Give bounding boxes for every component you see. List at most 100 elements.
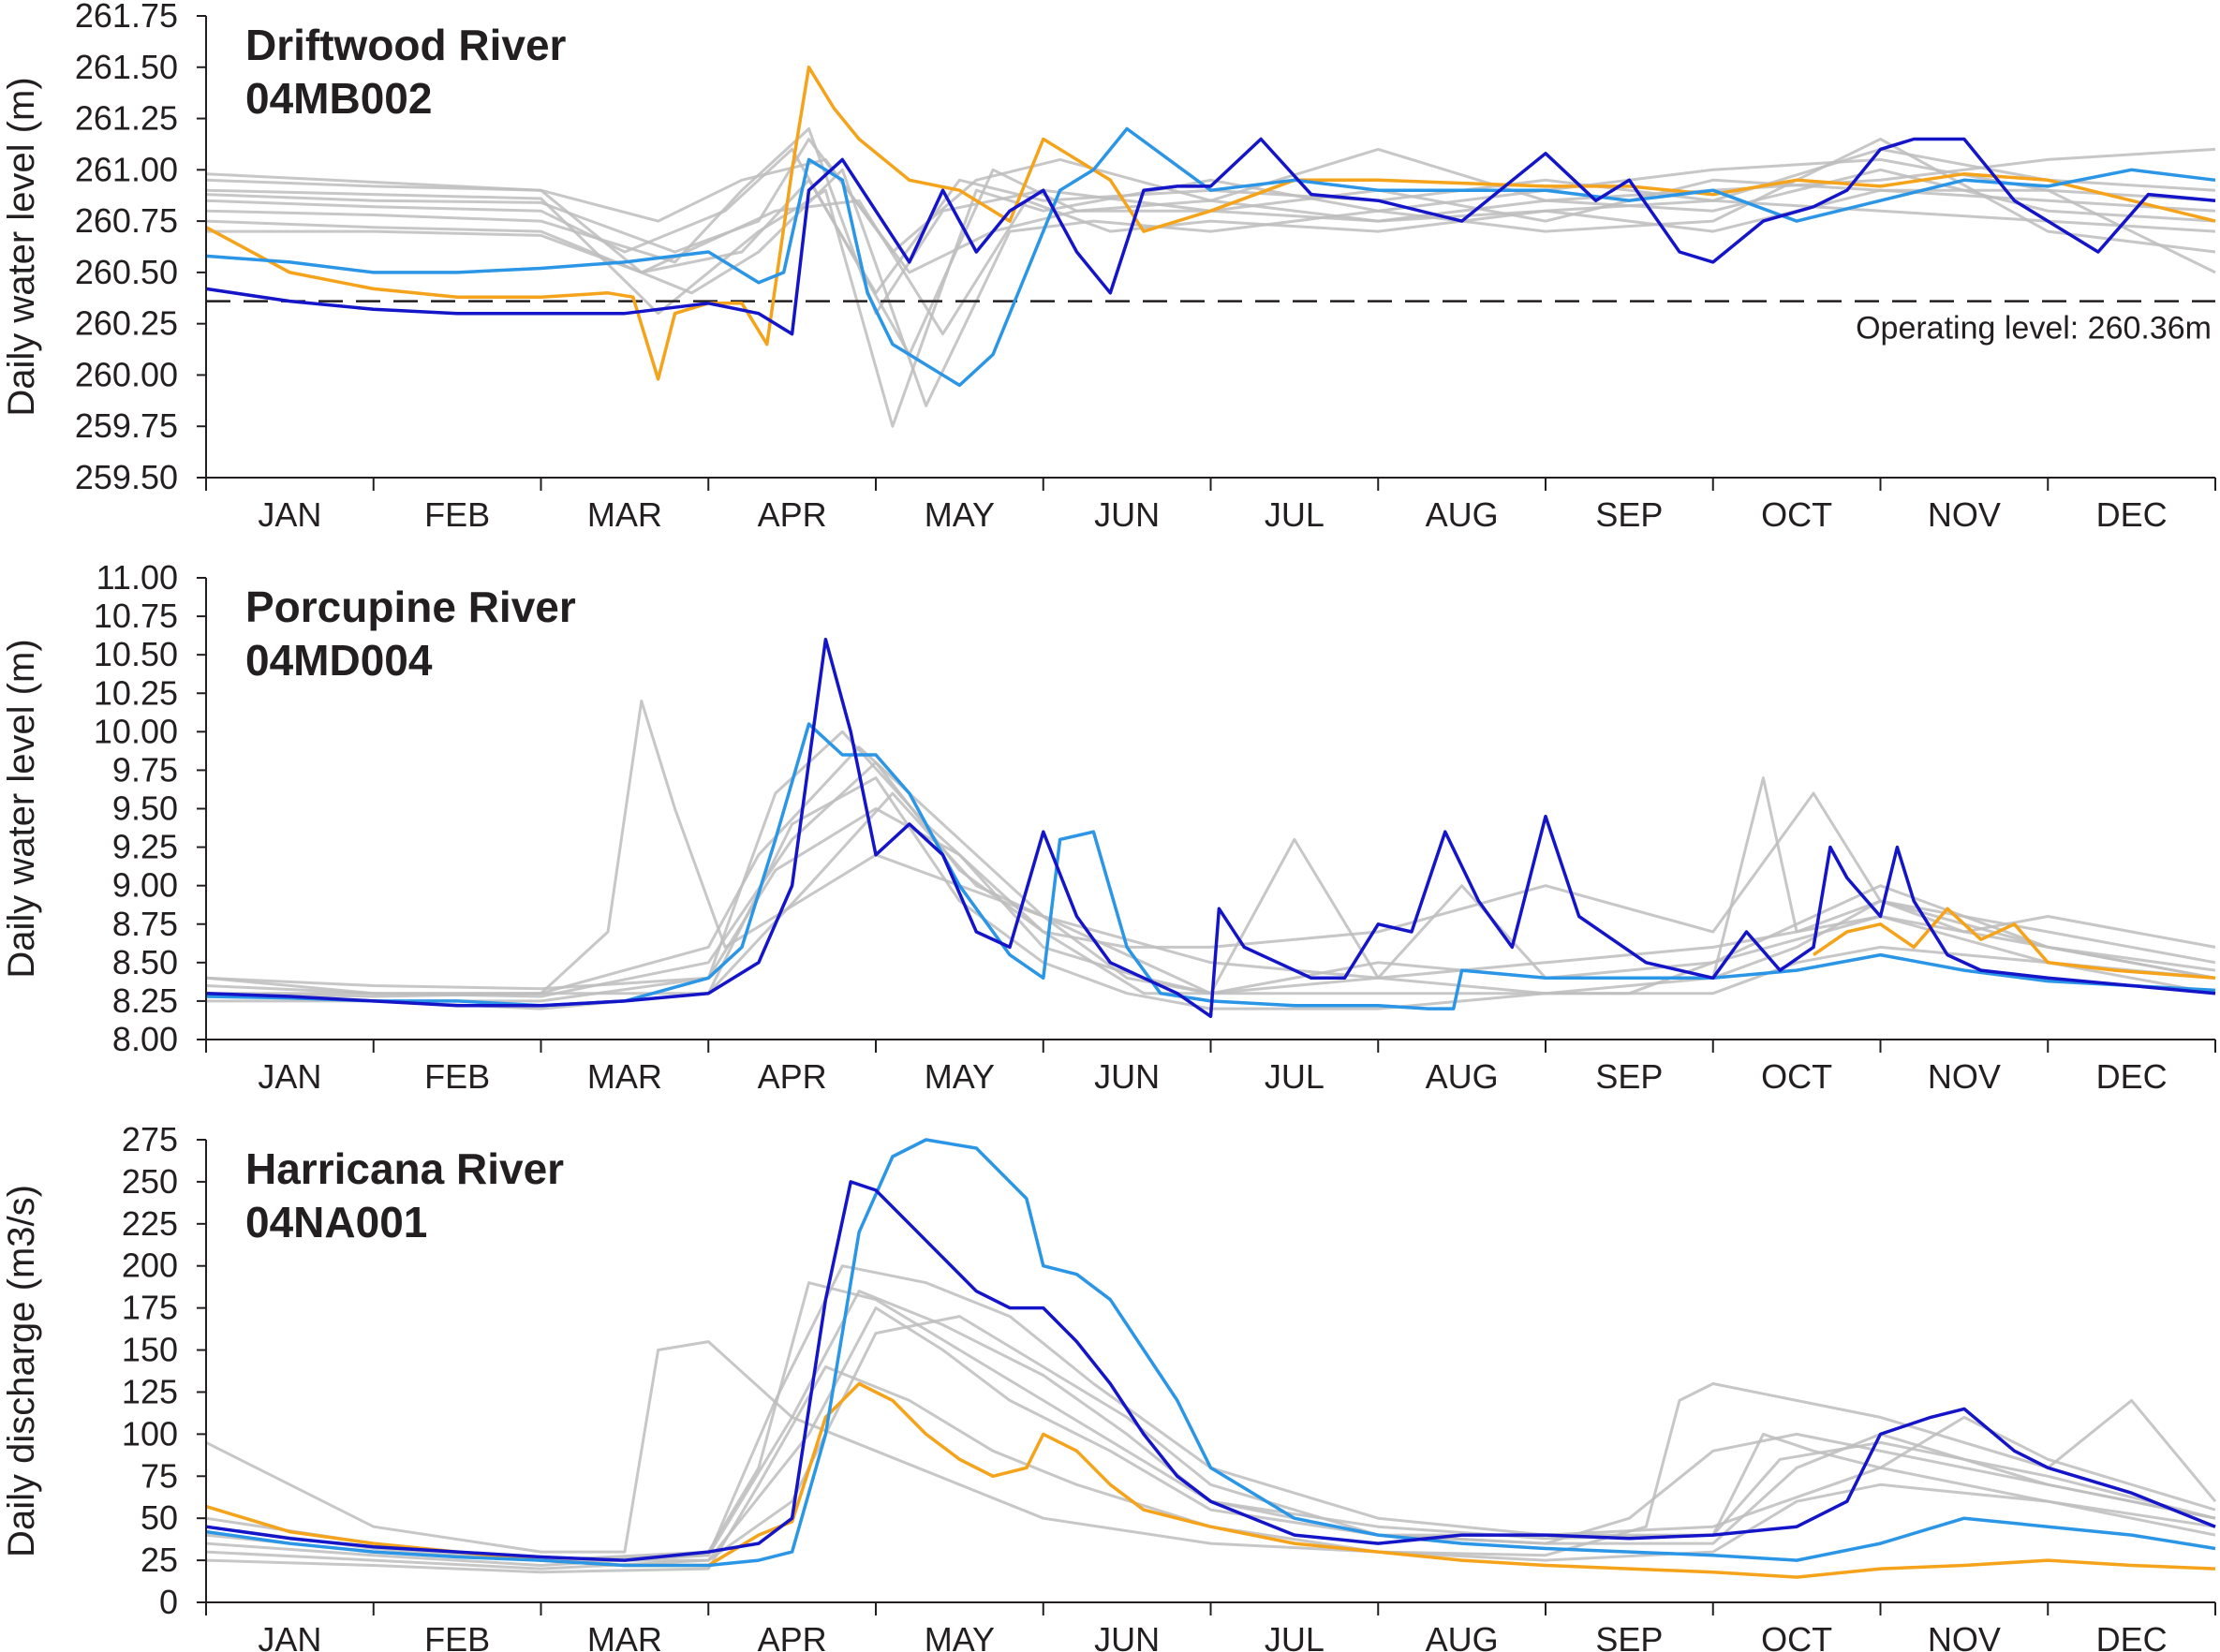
y-axis-label: Daily water level (m) <box>1 77 42 416</box>
y-tick-label: 8.25 <box>112 981 178 1020</box>
y-tick-label: 11.00 <box>96 558 178 597</box>
y-tick-label: 200 <box>122 1246 178 1285</box>
y-tick-label: 261.00 <box>75 150 178 188</box>
y-tick-label: 125 <box>122 1372 178 1410</box>
month-label: MAY <box>925 1057 995 1096</box>
month-label: JUN <box>1094 495 1160 534</box>
y-tick-label: 225 <box>122 1204 178 1243</box>
grey-series-line <box>206 745 2216 996</box>
y-tick-label: 10.50 <box>94 635 178 673</box>
y-tick-label: 50 <box>141 1498 178 1537</box>
month-label: SEP <box>1595 495 1663 534</box>
y-tick-label: 175 <box>122 1289 178 1327</box>
y-axis-label: Daily discharge (m3/s) <box>1 1185 42 1557</box>
y-tick-label: 75 <box>141 1456 178 1495</box>
grey-series-line <box>205 1290 2216 1562</box>
month-label: AUG <box>1426 1057 1499 1096</box>
month-label: JUL <box>1265 1620 1325 1652</box>
month-label: SEP <box>1595 1057 1663 1096</box>
month-label: JAN <box>258 495 321 534</box>
panel-title: Harricana River <box>245 1144 564 1193</box>
darkblue-series-line <box>205 637 2216 1019</box>
y-tick-label: 9.50 <box>112 789 178 828</box>
month-label: SEP <box>1595 1620 1663 1652</box>
month-label: JUL <box>1265 1057 1325 1096</box>
y-tick-label: 261.50 <box>75 48 178 86</box>
grey-series-line <box>205 760 2216 998</box>
month-label: JUN <box>1094 1057 1160 1096</box>
station-id: 04MB002 <box>245 74 432 123</box>
y-tick-label: 8.00 <box>112 1020 178 1058</box>
month-label: APR <box>758 495 827 534</box>
month-label: DEC <box>2096 495 2168 534</box>
grey-series-line <box>205 791 2216 998</box>
y-tick-label: 8.50 <box>112 943 178 981</box>
month-label: OCT <box>1761 495 1832 534</box>
month-label: MAR <box>587 1620 662 1652</box>
month-label: JUL <box>1265 495 1325 534</box>
y-tick-label: 261.25 <box>75 99 178 138</box>
month-label: JAN <box>258 1620 321 1652</box>
y-tick-label: 25 <box>141 1541 178 1579</box>
grey-series-line <box>205 147 2216 254</box>
station-id: 04NA001 <box>245 1198 427 1246</box>
y-tick-label: 259.75 <box>75 406 178 445</box>
y-tick-label: 100 <box>122 1414 178 1453</box>
orange-series-line <box>205 66 2216 381</box>
y-tick-label: 260.00 <box>75 355 178 393</box>
month-label: MAR <box>587 495 662 534</box>
lightblue-series-line <box>205 126 2216 388</box>
month-label: MAY <box>925 495 995 534</box>
month-label: FEB <box>424 1057 490 1096</box>
grey-series-line <box>205 1365 2216 1574</box>
y-tick-label: 275 <box>122 1120 178 1158</box>
y-tick-label: 259.50 <box>75 458 178 496</box>
month-label: NOV <box>1928 1057 2001 1096</box>
station-id: 04MD004 <box>245 636 433 685</box>
grey-series-line <box>205 147 2216 295</box>
y-tick-label: 260.75 <box>75 201 178 240</box>
month-label: FEB <box>424 1620 490 1652</box>
y-tick-label: 9.00 <box>112 866 178 905</box>
month-label: AUG <box>1426 495 1499 534</box>
lightblue-series-line <box>205 722 2216 1010</box>
y-tick-label: 9.25 <box>112 828 178 866</box>
month-label: JAN <box>258 1057 321 1096</box>
darkblue-series-line <box>205 137 2216 336</box>
month-label: DEC <box>2096 1620 2168 1652</box>
y-tick-label: 260.25 <box>75 304 178 343</box>
y-tick-label: 261.75 <box>75 0 178 35</box>
month-label: DEC <box>2096 1057 2168 1096</box>
orange-series-line <box>1813 907 2216 981</box>
month-label: NOV <box>1928 1620 2001 1652</box>
darkblue-series-line <box>205 1180 2216 1562</box>
grey-series-line <box>205 147 2216 356</box>
y-tick-label: 150 <box>122 1331 178 1369</box>
y-tick-label: 250 <box>122 1162 178 1201</box>
panel-title: Driftwood River <box>245 21 567 69</box>
month-label: MAY <box>925 1620 995 1652</box>
month-label: NOV <box>1928 495 2001 534</box>
month-label: OCT <box>1761 1057 1832 1096</box>
grey-series-line <box>205 1306 2216 1562</box>
month-label: APR <box>758 1620 827 1652</box>
y-tick-label: 8.75 <box>112 905 178 943</box>
grey-series-line <box>205 1315 2216 1571</box>
y-axis-label: Daily water level (m) <box>1 639 42 978</box>
month-label: MAR <box>587 1057 662 1096</box>
month-label: JUN <box>1094 1620 1160 1652</box>
month-label: APR <box>758 1057 827 1096</box>
y-tick-label: 10.00 <box>94 712 178 750</box>
grey-series-line <box>206 776 2216 1010</box>
y-tick-label: 260.50 <box>75 253 178 291</box>
grey-series-line <box>205 1340 2217 1557</box>
operating-level-label: Operating level: 260.36m <box>1856 311 2212 347</box>
month-label: FEB <box>424 495 490 534</box>
grey-series-line <box>205 138 2216 274</box>
month-label: AUG <box>1426 1620 1499 1652</box>
y-tick-label: 9.75 <box>112 750 178 789</box>
month-label: OCT <box>1761 1620 1832 1652</box>
